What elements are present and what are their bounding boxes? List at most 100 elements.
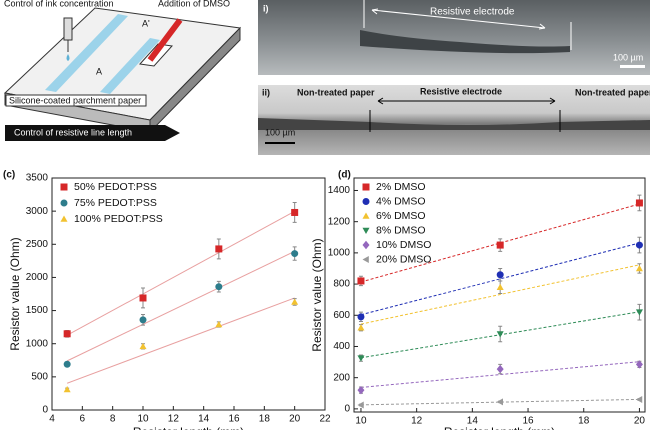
fit-line xyxy=(360,203,640,283)
legend-marker xyxy=(362,198,370,205)
legend-marker xyxy=(362,256,369,263)
marker xyxy=(496,283,504,290)
marker xyxy=(363,0,572,50)
schematic: Control of ink concentration Addition of… xyxy=(3,0,242,141)
fit-line xyxy=(360,264,640,325)
marker xyxy=(291,298,299,305)
marker xyxy=(215,245,223,253)
legend-label: 50% PEDOT:PSS xyxy=(74,181,157,193)
x-tick-label: 10 xyxy=(137,414,149,425)
double-arrow xyxy=(377,97,556,105)
marker xyxy=(635,264,643,272)
x-tick-label: 14 xyxy=(198,414,210,425)
marker xyxy=(357,313,365,321)
y-axis-label: Resistor value (Ohm) xyxy=(310,238,324,351)
marker xyxy=(635,309,643,316)
legend-marker xyxy=(362,212,370,219)
dmso-pipette xyxy=(147,18,183,62)
y-tick-label: 0 xyxy=(344,404,350,415)
marker xyxy=(496,398,503,406)
ink-line xyxy=(100,38,160,94)
x-tick-label: 18 xyxy=(578,416,590,427)
paper-section xyxy=(258,118,650,130)
fit-line xyxy=(66,210,295,336)
marker xyxy=(369,110,561,132)
x-axis-label: Resistor length (mm) xyxy=(444,425,555,430)
y-tick-label: 400 xyxy=(333,341,350,352)
image-top: i) Resistive electrode 100 µm xyxy=(258,0,650,75)
y-tick-label: 500 xyxy=(31,371,48,382)
label: Control of resistive line length xyxy=(14,127,132,137)
arrow xyxy=(5,125,180,141)
scale-label: 100 µm xyxy=(265,127,295,137)
drop xyxy=(66,54,70,61)
fit-line xyxy=(66,250,295,362)
scale-bar xyxy=(620,65,645,68)
x-tick-label: 18 xyxy=(259,414,271,425)
scale-label: 100 µm xyxy=(613,52,643,62)
y-axis-label: Resistor value (Ohm) xyxy=(8,237,22,350)
label: Non-treated paper xyxy=(575,87,650,97)
legend-label: 8% DMSO xyxy=(376,224,426,236)
label: Control of ink concentration xyxy=(4,0,114,8)
x-tick-label: 12 xyxy=(411,416,423,427)
panel-label: (c) xyxy=(3,170,15,181)
marker xyxy=(357,277,365,285)
x-tick-label: 6 xyxy=(80,414,86,425)
marker xyxy=(63,360,71,368)
y-tick-label: 1200 xyxy=(328,216,351,227)
label: i) xyxy=(263,3,269,13)
marker xyxy=(357,324,365,331)
legend-marker xyxy=(362,240,370,250)
y-tick-label: 2500 xyxy=(26,239,49,250)
marker xyxy=(635,396,643,404)
legend-label: 4% DMSO xyxy=(376,195,426,207)
y-tick-label: 1400 xyxy=(328,185,351,196)
legend-label: 2% DMSO xyxy=(376,181,426,193)
legend-label: 20% DMSO xyxy=(376,253,431,265)
label: Resistive electrode xyxy=(420,86,502,96)
x-tick-label: 20 xyxy=(634,416,646,427)
x-tick-label: 8 xyxy=(110,414,116,425)
legend-marker xyxy=(362,183,370,191)
label: A' xyxy=(142,18,150,28)
y-tick-label: 200 xyxy=(333,372,350,383)
marker xyxy=(291,250,299,258)
marker xyxy=(496,241,504,249)
y-tick-label: 1500 xyxy=(26,305,49,316)
marker xyxy=(215,283,223,291)
marker xyxy=(139,342,147,350)
photo xyxy=(258,85,650,155)
y-tick-label: 1000 xyxy=(26,338,49,349)
x-tick-label: 14 xyxy=(467,416,479,427)
y-tick-label: 800 xyxy=(333,279,350,290)
marker xyxy=(496,331,504,338)
label: Resistive electrode xyxy=(430,7,515,18)
label: Non-treated paper xyxy=(297,87,375,97)
fit-line xyxy=(66,297,295,384)
plot-frame xyxy=(51,177,326,411)
marker xyxy=(635,199,643,207)
x-tick-label: 20 xyxy=(289,414,301,425)
label-box xyxy=(5,94,147,107)
y-tick-label: 3000 xyxy=(26,206,49,217)
x-tick-label: 22 xyxy=(319,414,331,425)
x-tick-label: 4 xyxy=(49,414,55,425)
x-tick-label: 16 xyxy=(228,414,240,425)
legend-marker xyxy=(60,215,68,222)
legend-marker xyxy=(60,199,68,207)
ink-line xyxy=(45,14,128,92)
label: Addition of DMSO xyxy=(158,0,230,8)
legend-label: 100% PEDOT:PSS xyxy=(74,213,163,225)
syringe xyxy=(63,17,73,41)
plot-frame xyxy=(353,177,646,413)
legend-marker xyxy=(362,227,370,234)
legend-marker xyxy=(60,183,68,191)
y-tick-label: 2000 xyxy=(26,272,49,283)
marker xyxy=(291,208,299,216)
fit-line xyxy=(360,398,640,406)
legend-label: 6% DMSO xyxy=(376,210,426,222)
y-tick-label: 0 xyxy=(42,405,48,416)
image-bottom: ii) Non-treated paper Resistive electrod… xyxy=(258,85,650,155)
